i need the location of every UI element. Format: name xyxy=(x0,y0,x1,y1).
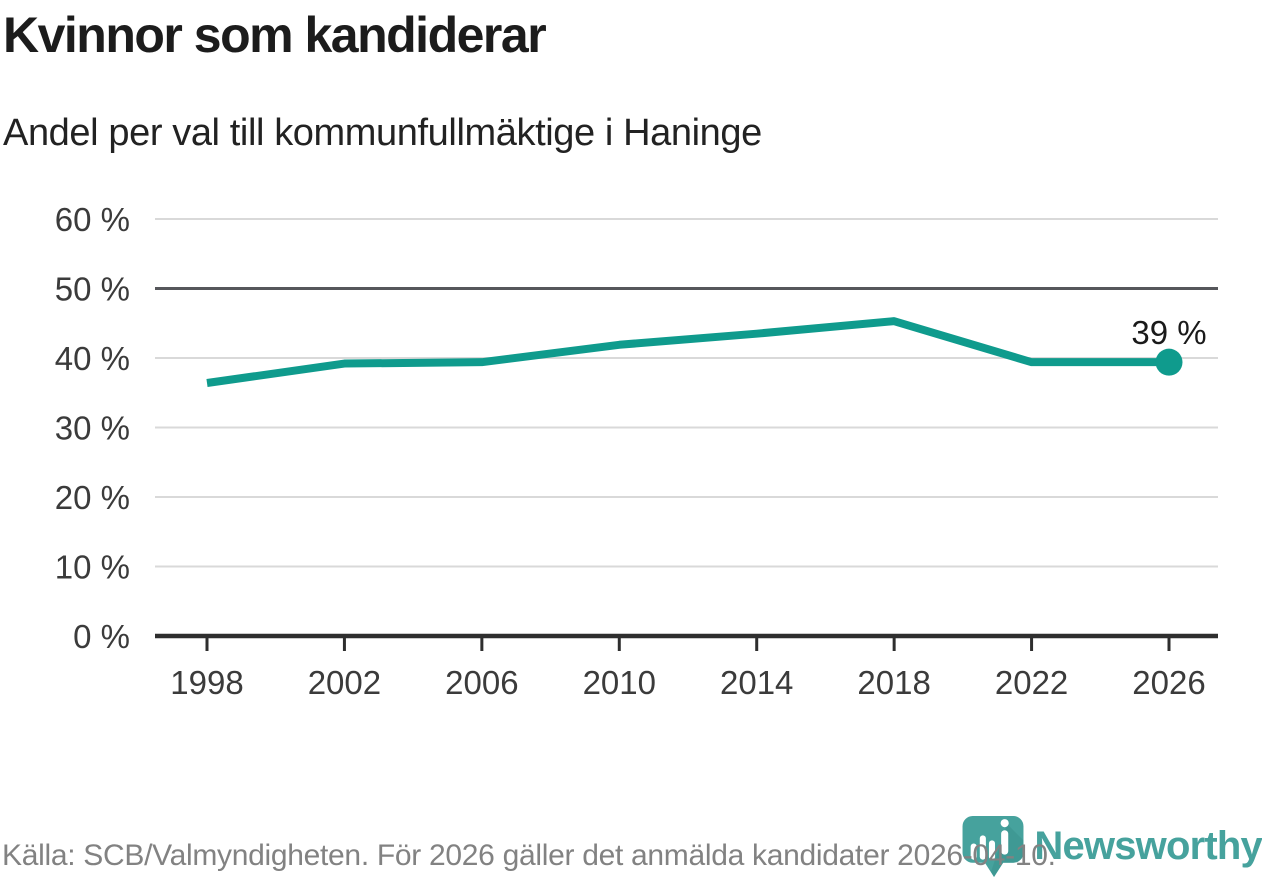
y-axis-tick-label: 60 % xyxy=(55,201,130,238)
y-axis-tick-label: 30 % xyxy=(55,410,130,447)
end-point-marker xyxy=(1155,348,1183,376)
source-note: Källa: SCB/Valmyndigheten. För 2026 gäll… xyxy=(2,839,1056,872)
x-axis-tick-label: 2026 xyxy=(1132,664,1205,701)
bar-chart-glyph xyxy=(971,819,1010,860)
x-axis-tick-label: 2022 xyxy=(995,664,1068,701)
x-axis-tick-label: 1998 xyxy=(170,664,243,701)
x-axis-tick-label: 2018 xyxy=(857,664,930,701)
end-point-label: 39 % xyxy=(1131,314,1206,351)
data-line xyxy=(206,317,1169,387)
newsworthy-logo: Newsworthy xyxy=(960,814,1262,879)
y-axis-tick-label: 40 % xyxy=(55,340,130,377)
x-axis-tick-label: 2014 xyxy=(720,664,793,701)
y-axis-tick-label: 0 % xyxy=(73,618,130,655)
newsworthy-pin-barchart-icon xyxy=(962,816,1024,877)
y-axis-tick-label: 10 % xyxy=(55,549,130,586)
x-axis-tick-label: 2002 xyxy=(308,664,381,701)
x-axis-tick-label: 2010 xyxy=(583,664,656,701)
x-axis-tick-label: 2006 xyxy=(445,664,518,701)
newsworthy-wordmark: Newsworthy xyxy=(1034,824,1262,868)
y-axis-tick-label: 20 % xyxy=(55,479,130,516)
y-axis-tick-label: 50 % xyxy=(55,271,130,308)
chart-title: Kvinnor som kandiderar xyxy=(3,7,547,63)
chart-subtitle: Andel per val till kommunfullmäktige i H… xyxy=(3,112,762,154)
